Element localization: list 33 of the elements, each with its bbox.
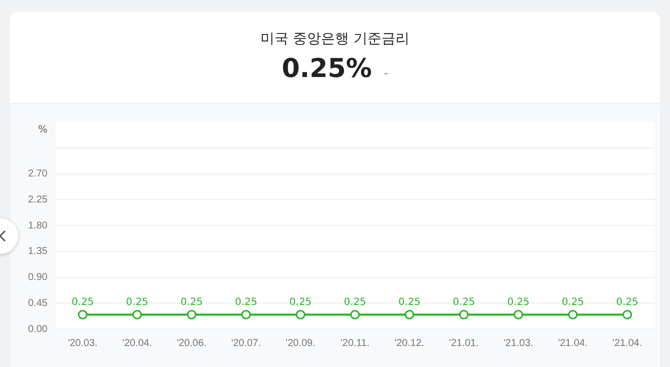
data-label: 0.25 (562, 297, 584, 308)
data-label: 0.25 (126, 297, 148, 308)
data-label: 0.25 (72, 297, 94, 308)
y-tick-label: 2.70 (28, 168, 48, 180)
text: - (384, 66, 388, 80)
chart-subtitle: 0.25% (282, 54, 372, 84)
y-tick-label: 0.45 (28, 298, 48, 309)
chart-title: 미국 중앙은행 기준금리 (260, 30, 410, 48)
data-label: 0.25 (616, 297, 638, 308)
x-tick-label: '20.04. (122, 338, 152, 349)
data-label: 0.25 (234, 297, 258, 308)
y-axis-title: % (38, 124, 48, 136)
x-tick-label: '20.11. (340, 338, 370, 349)
y-tick-label: 0.00 (28, 324, 48, 335)
x-tick-label: '20.06. (176, 338, 206, 349)
x-tick-label: '21.03. (503, 338, 534, 349)
y-tick-label: 2.25 (28, 194, 48, 206)
x-tick-label: '21.01. (449, 338, 479, 349)
data-label: 0.25 (398, 297, 421, 308)
y-tick-label: 1.80 (28, 220, 48, 232)
x-tick-label: '20.12. (394, 338, 424, 349)
data-label: 0.25 (289, 297, 312, 308)
data-label: 0.25 (452, 297, 476, 308)
data-label: 0.25 (180, 297, 203, 308)
x-tick-label: '21.04. (558, 338, 588, 349)
y-tick-label: 1.35 (28, 246, 48, 258)
x-tick-label: '20.09. (286, 338, 316, 349)
y-tick-label: 0.90 (28, 272, 48, 283)
x-tick-label: '20.07. (231, 338, 261, 349)
x-tick-label: '20.03. (68, 338, 98, 349)
x-tick-label: '21.04. (612, 338, 642, 349)
data-label: 0.25 (344, 297, 366, 308)
data-label: 0.25 (507, 297, 530, 308)
